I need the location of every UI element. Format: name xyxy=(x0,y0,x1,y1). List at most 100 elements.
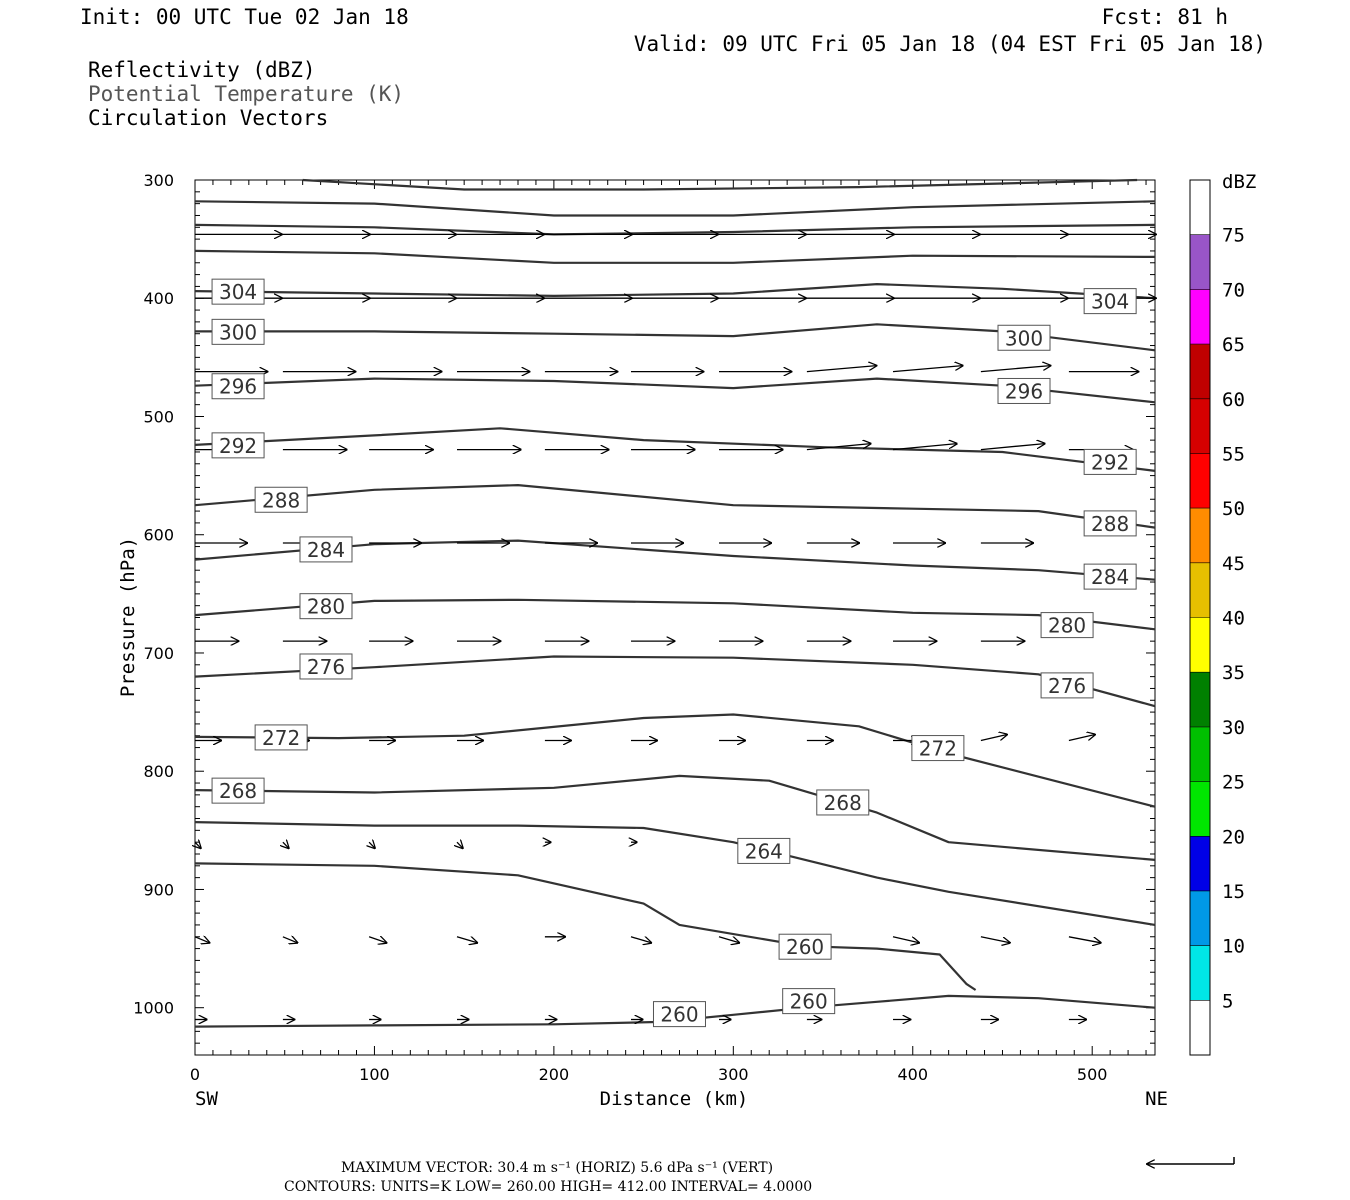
contour-label-text: 288 xyxy=(1091,512,1129,536)
circulation-vector xyxy=(980,444,1045,451)
colorbar-segment xyxy=(1190,398,1210,454)
circulation-vector xyxy=(892,444,957,451)
circulation-vectors xyxy=(195,234,1156,1019)
contour-label-box xyxy=(997,324,1051,351)
contour-label-text: 284 xyxy=(307,538,345,562)
circulation-vector xyxy=(980,366,1051,373)
colorbar-segment xyxy=(1190,672,1210,727)
colorbar-segment xyxy=(1190,344,1210,399)
theta-contours xyxy=(194,178,1156,1028)
colorbar-segment xyxy=(1190,890,1210,946)
contour-label-box xyxy=(911,735,965,762)
contour-label-text: 276 xyxy=(1048,674,1086,698)
contour-label-text: 264 xyxy=(745,839,783,863)
contour-label-text: 300 xyxy=(219,320,257,344)
colorbar-level-label: 20 xyxy=(1222,826,1245,848)
contour-label: 284 xyxy=(299,536,353,563)
contour-label-text: 296 xyxy=(1005,379,1043,403)
contour-label-text: 292 xyxy=(1091,450,1129,474)
circulation-vector xyxy=(457,842,463,848)
contour-label-box xyxy=(254,486,308,513)
contour-label: 272 xyxy=(911,735,965,762)
contour-label-text: 284 xyxy=(1091,565,1129,589)
colorbar-level-label: 5 xyxy=(1222,990,1233,1012)
colorbar-level-label: 55 xyxy=(1222,443,1245,465)
contour-label: 260 xyxy=(778,933,832,960)
contour-label: 280 xyxy=(299,593,353,620)
contour-label-text: 280 xyxy=(307,595,345,619)
contour-label-box xyxy=(211,278,265,305)
field-reflectivity: Reflectivity (dBZ) xyxy=(88,58,316,82)
contour-label-text: 288 xyxy=(262,488,300,512)
circulation-vector xyxy=(283,842,289,848)
colorbar-segment xyxy=(1190,726,1210,782)
contour-label-box xyxy=(211,373,265,400)
circulation-vector xyxy=(806,444,871,451)
contour-label-box xyxy=(299,653,353,680)
contour-label-box xyxy=(652,1001,706,1028)
colorbar-level-label: 15 xyxy=(1222,881,1245,903)
contour-label: 288 xyxy=(254,486,308,513)
x-end-label-ne: NE xyxy=(1145,1088,1168,1110)
theta-contour-line xyxy=(194,539,1156,581)
max-vector-text: MAXIMUM VECTOR: 30.4 m s⁻¹ (HORIZ) 5.6 d… xyxy=(341,1160,773,1176)
theta-contour-line xyxy=(194,283,1156,300)
colorbar-level-label: 40 xyxy=(1222,608,1245,630)
contour-label-text: 260 xyxy=(786,935,824,959)
forecast-hour: Fcst: 81 h xyxy=(1102,5,1228,29)
y-tick-label: 500 xyxy=(143,407,174,426)
colorbar-level-label: 25 xyxy=(1222,772,1245,794)
contour-label-text: 272 xyxy=(262,726,300,750)
circulation-vector xyxy=(456,936,477,943)
contour-label-box xyxy=(299,536,353,563)
contour-label-text: 276 xyxy=(307,655,345,679)
contour-label: 260 xyxy=(652,1001,706,1028)
contour-label-box xyxy=(1083,448,1137,475)
circulation-vector xyxy=(1068,735,1095,742)
colorbar-segment xyxy=(1190,781,1210,837)
contour-label-text: 280 xyxy=(1048,614,1086,638)
x-tick-label: 200 xyxy=(539,1065,570,1084)
contour-label-text: 260 xyxy=(790,990,828,1014)
circulation-vector xyxy=(369,842,375,848)
contour-label-box xyxy=(1083,288,1137,315)
y-tick-label: 700 xyxy=(143,644,174,663)
contour-label-box xyxy=(997,377,1051,404)
colorbar-segment xyxy=(1190,945,1210,1001)
contour-label-text: 304 xyxy=(219,280,257,304)
contour-label-box xyxy=(211,432,265,459)
contour-label: 288 xyxy=(1083,510,1137,537)
y-axis-ticks: 300 400 500 600 700 800 900 1000 xyxy=(133,171,174,1018)
circulation-vector xyxy=(282,937,298,943)
field-potential-temperature: Potential Temperature (K) xyxy=(88,82,404,106)
y-axis-title: Pressure (hPa) xyxy=(117,537,139,697)
circulation-vector xyxy=(718,936,739,943)
circulation-vector xyxy=(892,366,963,373)
contour-label: 292 xyxy=(1083,448,1137,475)
circulation-vector xyxy=(806,366,877,373)
contour-label-box xyxy=(1083,563,1137,590)
contour-label: 264 xyxy=(737,837,791,864)
contour-label: 272 xyxy=(254,724,308,751)
contour-label-text: 268 xyxy=(219,779,257,803)
x-tick-label: 0 xyxy=(190,1065,200,1084)
contour-label: 276 xyxy=(1040,672,1094,699)
circulation-vector xyxy=(1068,936,1101,943)
contour-label-box xyxy=(211,777,265,804)
colorbar-level-label: 45 xyxy=(1222,553,1245,575)
theta-contour-line xyxy=(302,178,1138,191)
circulation-vector xyxy=(892,936,919,943)
contour-label-text: 304 xyxy=(1091,290,1129,314)
circulation-vector xyxy=(980,735,1007,742)
field-circulation-vectors: Circulation Vectors xyxy=(88,106,328,130)
theta-contour-line xyxy=(194,774,1156,861)
theta-contour-line xyxy=(194,249,1156,264)
theta-contour-line xyxy=(194,484,1156,529)
contour-label: 304 xyxy=(211,278,265,305)
y-tick-label: 400 xyxy=(143,289,174,308)
circulation-vector xyxy=(368,937,386,943)
contour-label-box xyxy=(778,933,832,960)
contour-label-text: 296 xyxy=(219,375,257,399)
contour-label-text: 292 xyxy=(219,434,257,458)
